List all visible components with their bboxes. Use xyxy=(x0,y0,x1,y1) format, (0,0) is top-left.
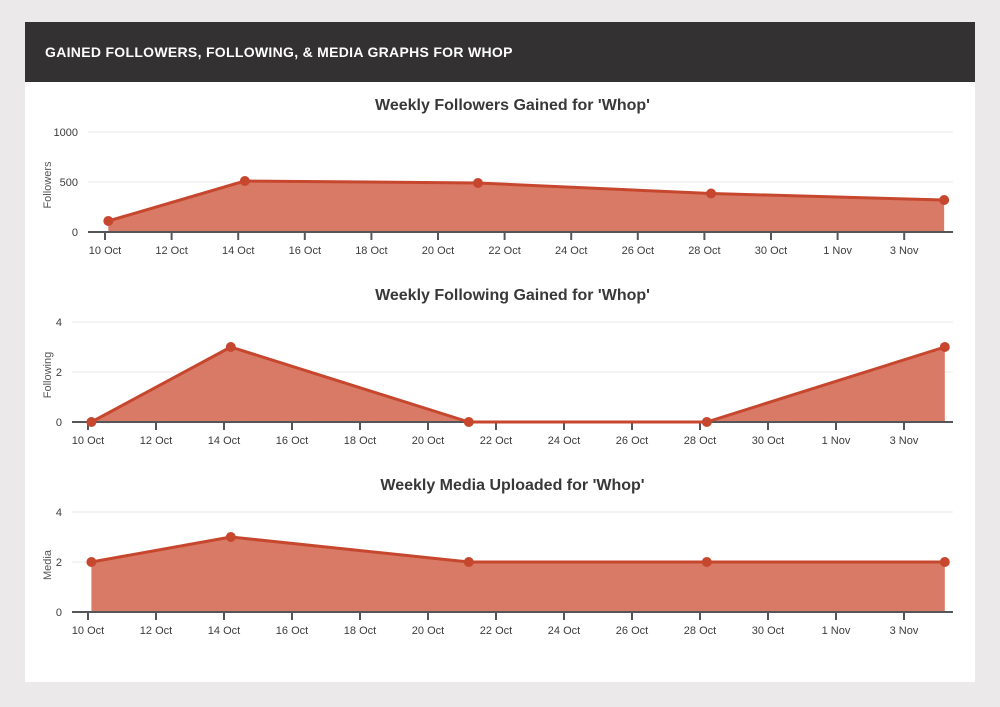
x-tick-label: 1 Nov xyxy=(822,625,851,637)
data-point-28-oct[interactable] xyxy=(706,188,717,199)
x-tick-label: 24 Oct xyxy=(548,625,580,637)
report-title: GAINED FOLLOWERS, FOLLOWING, & MEDIA GRA… xyxy=(45,44,513,60)
data-point-14-oct[interactable] xyxy=(239,176,250,186)
x-tick-label: 22 Oct xyxy=(480,625,512,637)
charts-card: Weekly Followers Gained for 'Whop' 10 Oc… xyxy=(25,82,975,682)
following-chart-title: Weekly Following Gained for 'Whop' xyxy=(375,287,650,304)
area-fill xyxy=(91,537,945,612)
data-point-10-oct[interactable] xyxy=(86,417,97,427)
x-tick-label: 14 Oct xyxy=(208,435,240,447)
data-point-28-oct[interactable] xyxy=(701,557,712,567)
report-header: GAINED FOLLOWERS, FOLLOWING, & MEDIA GRA… xyxy=(25,22,975,82)
y-tick-label: 4 xyxy=(56,317,62,329)
x-tick-label: 28 Oct xyxy=(684,625,716,637)
x-tick-label: 30 Oct xyxy=(752,435,784,447)
data-point-14-oct[interactable] xyxy=(225,532,236,542)
following-chart-svg: 10 Oct 12 Oct 14 Oct 16 Oct 18 Oct 20 Oct 22 O… xyxy=(42,317,953,447)
x-tick-label: 1 Nov xyxy=(822,435,851,447)
x-tick-label: 30 Oct xyxy=(755,245,787,257)
area-fill xyxy=(91,347,945,422)
x-tick-label: 30 Oct xyxy=(752,625,784,637)
x-tick-label: 16 Oct xyxy=(276,435,308,447)
x-tick-label: 12 Oct xyxy=(140,625,172,637)
x-tick-label: 22 Oct xyxy=(480,435,512,447)
data-point-21-oct[interactable] xyxy=(472,178,483,188)
y-tick-label: 4 xyxy=(56,507,62,519)
y-tick-label: 0 xyxy=(56,417,62,429)
y-tick-label: 2 xyxy=(56,367,62,379)
followers-chart-title: Weekly Followers Gained for 'Whop' xyxy=(375,97,650,114)
x-tick-label: 16 Oct xyxy=(289,245,321,257)
x-tick-label: 28 Oct xyxy=(684,435,716,447)
x-tick-label: 14 Oct xyxy=(208,625,240,637)
x-tick-label: 3 Nov xyxy=(890,245,919,257)
data-point-4-nov[interactable] xyxy=(939,557,950,567)
data-point-4-nov[interactable] xyxy=(939,195,950,205)
y-tick-label: 2 xyxy=(56,557,62,569)
data-point-4-nov[interactable] xyxy=(939,342,950,352)
data-point-21-oct[interactable] xyxy=(463,557,474,567)
area-fill xyxy=(108,181,945,232)
x-tick-label: 20 Oct xyxy=(412,625,444,637)
x-tick-label: 3 Nov xyxy=(890,625,919,637)
y-tick-label: 500 xyxy=(60,177,78,189)
y-tick-label: 1000 xyxy=(54,127,78,139)
x-tick-label: 22 Oct xyxy=(488,245,520,257)
x-tick-label: 20 Oct xyxy=(412,435,444,447)
x-tick-label: 16 Oct xyxy=(276,625,308,637)
x-tick-label: 28 Oct xyxy=(688,245,720,257)
x-tick-label: 10 Oct xyxy=(72,435,104,447)
y-axis-title: Media xyxy=(42,549,54,580)
data-point-28-oct[interactable] xyxy=(701,417,712,427)
x-tick-label: 14 Oct xyxy=(222,245,254,257)
x-tick-label: 18 Oct xyxy=(344,435,376,447)
x-tick-label: 12 Oct xyxy=(140,435,172,447)
x-tick-label: 18 Oct xyxy=(355,245,387,257)
y-tick-label: 0 xyxy=(56,607,62,619)
followers-chart-svg: 10 Oct 12 Oct 14 Oct 16 Oct 18 Oct 20 Oct 22 O… xyxy=(42,127,953,257)
data-point-10-oct[interactable] xyxy=(103,216,114,226)
x-tick-label: 20 Oct xyxy=(422,245,454,257)
x-tick-label: 26 Oct xyxy=(622,245,654,257)
y-axis-title: Followers xyxy=(42,161,54,209)
x-tick-label: 10 Oct xyxy=(89,245,121,257)
media-chart-svg: 10 Oct 12 Oct 14 Oct 16 Oct 18 Oct 20 Oct 22 O… xyxy=(42,507,953,637)
x-tick-label: 1 Nov xyxy=(823,245,852,257)
data-point-21-oct[interactable] xyxy=(463,417,474,427)
x-tick-label: 26 Oct xyxy=(616,625,648,637)
x-tick-label: 26 Oct xyxy=(616,435,648,447)
x-tick-label: 24 Oct xyxy=(555,245,587,257)
x-tick-label: 3 Nov xyxy=(890,435,919,447)
y-axis-title: Following xyxy=(42,352,54,398)
x-tick-label: 24 Oct xyxy=(548,435,580,447)
chart-following-gained: Weekly Following Gained for 'Whop' 10 Oc… xyxy=(25,285,975,467)
x-tick-label: 10 Oct xyxy=(72,625,104,637)
chart-media-uploaded: Weekly Media Uploaded for 'Whop' 10 Oct 1… xyxy=(25,475,975,657)
x-tick-label: 12 Oct xyxy=(155,245,187,257)
data-point-14-oct[interactable] xyxy=(225,342,236,352)
y-tick-label: 0 xyxy=(72,227,78,239)
data-point-10-oct[interactable] xyxy=(86,557,97,567)
x-tick-label: 18 Oct xyxy=(344,625,376,637)
media-chart-title: Weekly Media Uploaded for 'Whop' xyxy=(380,477,645,494)
chart-followers-gained: Weekly Followers Gained for 'Whop' 10 Oc… xyxy=(25,95,975,277)
